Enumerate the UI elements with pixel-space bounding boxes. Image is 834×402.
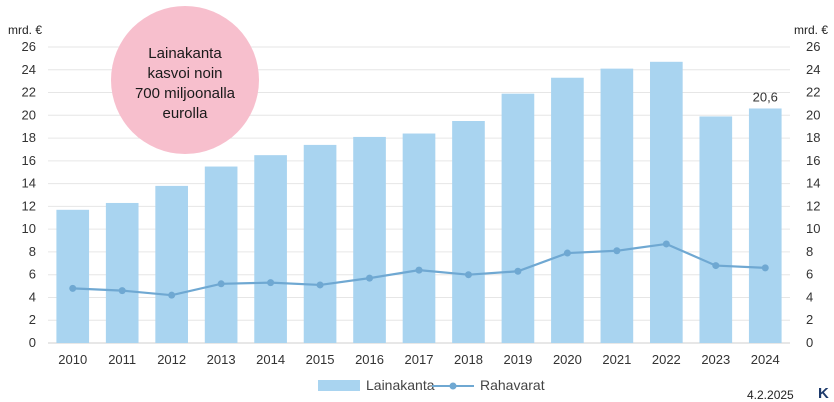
y-tick-label-left: 0 <box>29 335 36 350</box>
y-tick-label-right: 26 <box>806 39 820 54</box>
y-tick-label-left: 6 <box>29 267 36 282</box>
point-2016 <box>366 274 374 282</box>
y-tick-label-right: 8 <box>806 244 813 259</box>
y-tick-label-right: 16 <box>806 153 820 168</box>
x-tick-label: 2019 <box>503 352 532 367</box>
bar-2020 <box>551 77 584 343</box>
x-tick-label: 2014 <box>256 352 285 367</box>
y-tick-label-left: 22 <box>22 85 36 100</box>
y-tick-label-right: 0 <box>806 335 813 350</box>
y-tick-label-left: 12 <box>22 198 36 213</box>
x-tick-label: 2010 <box>58 352 87 367</box>
y-tick-label-left: 24 <box>22 62 36 77</box>
x-tick-label: 2015 <box>306 352 335 367</box>
y-tick-label-right: 12 <box>806 198 820 213</box>
bar-2015 <box>303 144 337 343</box>
y-tick-label-left: 26 <box>22 39 36 54</box>
annotation-bubble: Lainakanta kasvoi noin 700 miljoonalla e… <box>111 6 259 154</box>
bar-series <box>56 61 782 344</box>
bar-2019 <box>501 93 535 343</box>
y-tick-label-left: 20 <box>22 107 36 122</box>
point-2013 <box>217 280 225 288</box>
x-tick-label: 2022 <box>652 352 681 367</box>
y-tick-label-right: 22 <box>806 85 820 100</box>
y-tick-label-left: 10 <box>22 221 36 236</box>
point-2019 <box>514 267 522 275</box>
y-unit-right: mrd. € <box>794 23 828 37</box>
x-tick-label: 2024 <box>751 352 780 367</box>
annotation-line-2: kasvoi noin <box>147 65 222 82</box>
bar-2017 <box>402 133 436 343</box>
point-2024 <box>761 264 769 272</box>
point-2015 <box>316 281 324 289</box>
logo: K <box>818 385 829 402</box>
point-2017 <box>415 266 423 274</box>
y-unit-left: mrd. € <box>8 23 42 37</box>
line-series <box>69 240 769 299</box>
y-tick-label-right: 2 <box>806 312 813 327</box>
legend-label-lainakanta: Lainakanta <box>366 377 435 393</box>
x-tick-label: 2023 <box>701 352 730 367</box>
bar-2012 <box>155 185 188 343</box>
x-axis: 2010 2011 2012 2013 2014 2015 2016 2017 2018 2019… <box>58 352 779 367</box>
annotation-line-4: eurolla <box>162 105 208 122</box>
point-2021 <box>613 247 621 255</box>
y-tick-label-right: 20 <box>806 107 820 122</box>
bar-2024 <box>748 108 782 343</box>
point-2012 <box>168 291 176 299</box>
x-tick-label: 2021 <box>602 352 631 367</box>
y-tick-label-left: 4 <box>29 289 36 304</box>
annotation-line-3: 700 miljoonalla <box>135 85 236 102</box>
point-2018 <box>464 271 472 279</box>
y-tick-label-right: 24 <box>806 62 820 77</box>
annotation-circle <box>111 6 259 154</box>
x-tick-label: 2020 <box>553 352 582 367</box>
point-2022 <box>662 240 670 248</box>
x-tick-label: 2017 <box>405 352 434 367</box>
legend-swatch-lainakanta <box>318 380 360 391</box>
legend: Lainakanta Rahavarat <box>318 377 545 393</box>
bar-2016 <box>353 136 386 343</box>
footer-date: 4.2.2025 <box>747 388 794 402</box>
x-tick-label: 2011 <box>108 352 136 367</box>
bar-2010 <box>56 209 90 343</box>
bar-2013 <box>204 166 238 343</box>
point-2023 <box>712 262 720 270</box>
legend-marker-rahavarat <box>449 382 457 390</box>
y-tick-label-left: 8 <box>29 244 36 259</box>
x-tick-label: 2012 <box>157 352 186 367</box>
x-tick-label: 2018 <box>454 352 483 367</box>
point-2010 <box>69 284 77 292</box>
y-tick-label-left: 2 <box>29 312 36 327</box>
y-tick-label-right: 14 <box>806 176 820 191</box>
point-2014 <box>267 279 275 287</box>
bar-2021 <box>600 68 634 343</box>
data-label-2024: 20,6 <box>753 89 778 104</box>
x-tick-label: 2016 <box>355 352 384 367</box>
y-tick-label-right: 10 <box>806 221 820 236</box>
bar-2014 <box>254 155 287 343</box>
y-tick-label-right: 6 <box>806 267 813 282</box>
y-tick-label-right: 4 <box>806 289 813 304</box>
y-tick-label-right: 18 <box>806 130 820 145</box>
y-tick-label-left: 16 <box>22 153 36 168</box>
y-tick-label-left: 18 <box>22 130 36 145</box>
point-2020 <box>563 249 571 257</box>
bar-2022 <box>650 61 683 344</box>
bar-2011 <box>105 202 139 343</box>
y-tick-label-left: 14 <box>22 176 36 191</box>
legend-label-rahavarat: Rahavarat <box>480 377 545 393</box>
x-tick-label: 2013 <box>207 352 236 367</box>
bar-2018 <box>452 121 485 343</box>
bar-2023 <box>699 116 733 343</box>
point-2011 <box>118 287 126 295</box>
annotation-line-1: Lainakanta <box>148 45 222 62</box>
